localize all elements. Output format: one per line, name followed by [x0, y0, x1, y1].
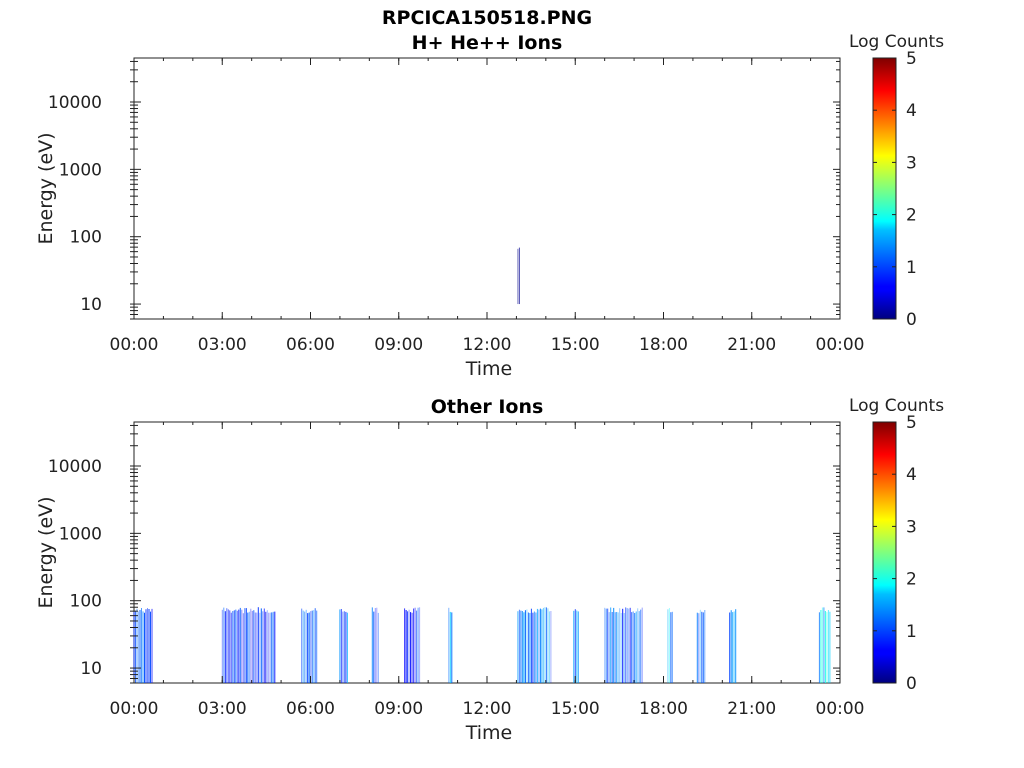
colorbar-tick-label: 4 — [906, 101, 917, 121]
data-burst — [404, 607, 421, 683]
y-tick-label: 1000 — [59, 160, 102, 180]
colorbar-tick-label: 1 — [906, 622, 917, 642]
colorbar-label: Log Counts — [849, 32, 944, 52]
data-burst — [667, 608, 673, 683]
colorbar-gradient — [872, 57, 897, 320]
colorbar-tick-label: 2 — [906, 206, 917, 226]
x-axis-label: Time — [465, 358, 513, 380]
x-tick-label: 03:00 — [198, 699, 247, 719]
y-tick-label: 100 — [70, 228, 102, 248]
data-burst — [448, 607, 453, 683]
spectrogram-panel: Other Ions 00:00 03:00 06:00 09:00 12:00 15:00… — [35, 396, 944, 744]
y-tick-label: 100 — [70, 592, 102, 612]
colorbar-tick-label: 5 — [906, 49, 917, 69]
y-tick-label: 10000 — [48, 457, 102, 477]
data-burst — [818, 607, 831, 683]
colorbar-gradient — [872, 421, 897, 684]
colorbar-tick-label: 0 — [906, 310, 917, 330]
data-burst — [517, 247, 520, 305]
burst-group — [133, 607, 831, 683]
x-tick-label: 12:00 — [463, 699, 512, 719]
x-tick-label: 21:00 — [727, 699, 776, 719]
data-burst — [301, 608, 318, 683]
data-burst — [729, 609, 737, 683]
x-tick-label: 18:00 — [639, 699, 688, 719]
data-burst — [573, 609, 579, 683]
panel-title: H+ He++ Ions — [412, 32, 563, 54]
x-tick-label: 00:00 — [816, 699, 865, 719]
y-tick-label: 10000 — [48, 93, 102, 113]
data-burst — [517, 607, 552, 683]
colorbar-label: Log Counts — [849, 396, 944, 416]
y-axis-label: Energy (eV) — [35, 496, 57, 608]
x-tick-label: 00:00 — [110, 335, 159, 355]
burst-group — [517, 247, 520, 305]
plot-area — [133, 57, 841, 320]
x-tick-label: 06:00 — [286, 699, 335, 719]
colorbar: Log Counts 0 1 2 3 4 5 — [849, 32, 944, 330]
colorbar-tick-label: 3 — [906, 517, 917, 537]
colorbar: Log Counts 0 1 2 3 4 5 — [849, 396, 944, 694]
x-tick-label: 09:00 — [374, 335, 423, 355]
data-burst — [133, 608, 153, 683]
x-tick-label: 09:00 — [374, 699, 423, 719]
panel-title: Other Ions — [431, 396, 544, 418]
spectrogram-panel: H+ He++ Ions 00:00 03:00 06:00 09:00 12:00 15:… — [35, 32, 944, 380]
y-axis-label: Energy (eV) — [35, 132, 57, 244]
data-burst — [696, 609, 706, 683]
data-burst — [604, 607, 643, 683]
x-tick-label: 00:00 — [110, 699, 159, 719]
figure-title: RPCICA150518.PNG — [382, 7, 592, 29]
y-tick-label: 1000 — [59, 524, 102, 544]
y-tick-label: 10 — [80, 659, 102, 679]
data-burst — [221, 607, 276, 683]
x-axis-label: Time — [465, 722, 513, 744]
colorbar-tick-label: 5 — [906, 413, 917, 433]
x-tick-label: 06:00 — [286, 335, 335, 355]
x-tick-label: 21:00 — [727, 335, 776, 355]
colorbar-tick-label: 0 — [906, 674, 917, 694]
colorbar-tick-label: 3 — [906, 153, 917, 173]
colorbar-tick-label: 4 — [906, 465, 917, 485]
y-tick-label: 10 — [80, 295, 102, 315]
x-tick-label: 00:00 — [816, 335, 865, 355]
x-tick-label: 03:00 — [198, 335, 247, 355]
x-tick-label: 12:00 — [463, 335, 512, 355]
data-burst — [371, 607, 379, 683]
data-burst — [339, 609, 348, 683]
x-tick-label: 15:00 — [551, 335, 600, 355]
plot-area — [133, 421, 841, 684]
x-tick-label: 18:00 — [639, 335, 688, 355]
x-tick-label: 15:00 — [551, 699, 600, 719]
colorbar-tick-label: 2 — [906, 570, 917, 590]
colorbar-tick-label: 1 — [906, 258, 917, 278]
